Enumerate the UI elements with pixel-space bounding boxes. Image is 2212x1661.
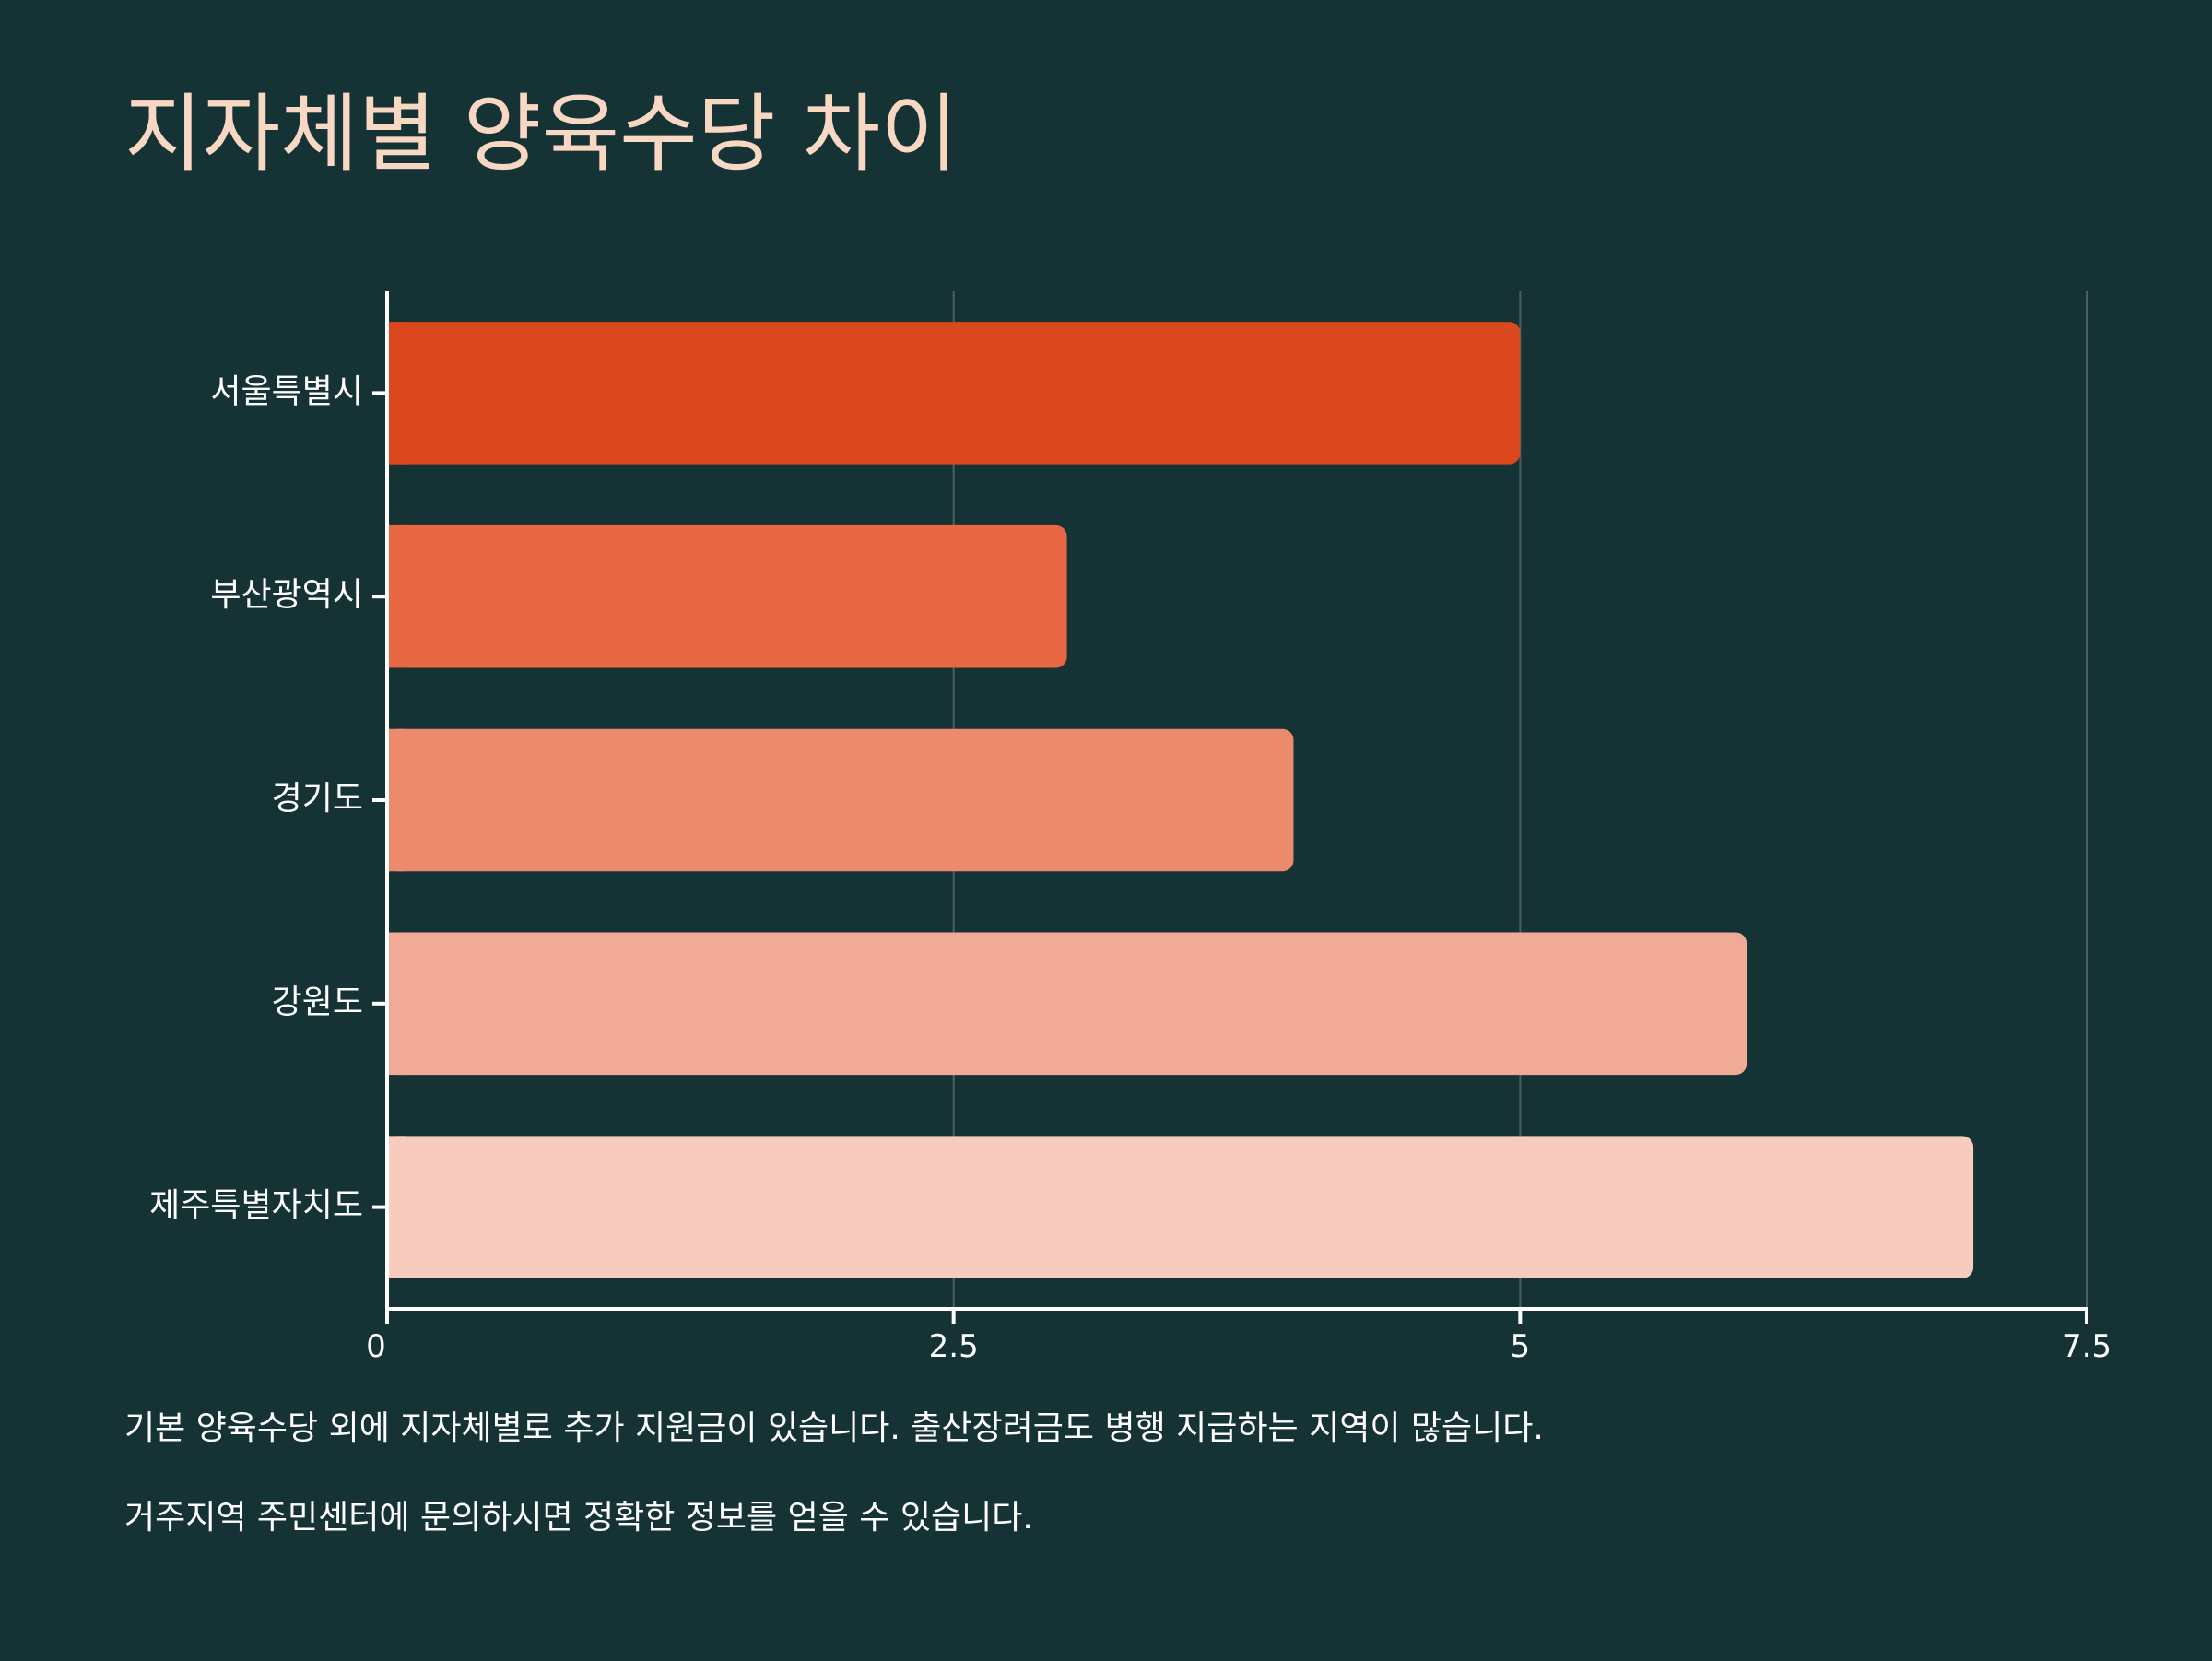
- x-tick-label: 0: [366, 1328, 386, 1365]
- chart-notes: 기본 양육수당 외에 지자체별로 추가 지원금이 있습니다. 출산장려금도 병행…: [124, 1408, 2106, 1587]
- bar-left-edge: [387, 728, 406, 872]
- bar-left-edge: [387, 322, 406, 465]
- bars: [387, 322, 1974, 1278]
- note-text: 거주지역 주민센터에 문의하시면 정확한 정보를 얻을 수 있습니다.: [124, 1499, 1033, 1537]
- bar: [387, 728, 1294, 872]
- bar: [387, 524, 1067, 668]
- x-tick-label: 7.5: [2062, 1328, 2112, 1365]
- category-label: 서울특별시: [210, 372, 363, 410]
- bar-left-edge: [387, 932, 406, 1076]
- category-label: 경기도: [272, 780, 363, 818]
- category-label: 강원도: [272, 984, 363, 1021]
- x-tick-label: 2.5: [929, 1328, 979, 1365]
- chart-title: 지자체별 양육수당 차이: [124, 85, 959, 183]
- axes: [372, 291, 2088, 1324]
- bar: [387, 932, 1747, 1076]
- note-text: 기본 양육수당 외에 지자체별로 추가 지원금이 있습니다. 출산장려금도 병행…: [124, 1409, 1544, 1447]
- bar-left-edge: [387, 524, 406, 668]
- x-tick-label: 5: [1511, 1328, 1531, 1365]
- bar: [387, 322, 1521, 465]
- bar-left-edge: [387, 1136, 406, 1278]
- category-label: 제주특별자치도: [149, 1187, 363, 1225]
- category-label: 부산광역시: [210, 576, 363, 614]
- bar: [387, 1136, 1974, 1278]
